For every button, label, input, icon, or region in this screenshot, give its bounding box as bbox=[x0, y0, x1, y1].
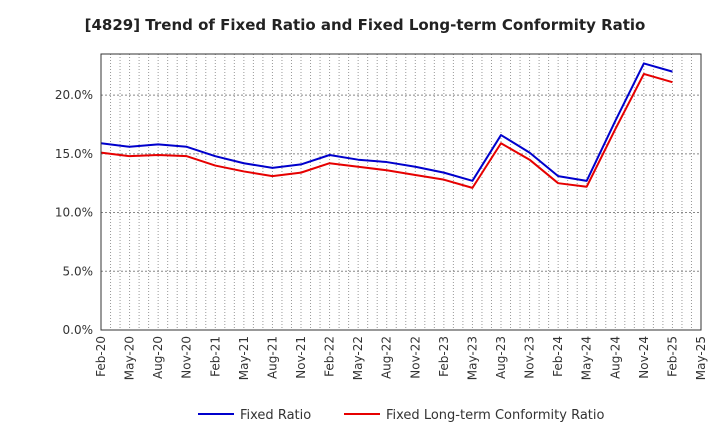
x-axis-ticks: Feb-20 May-20 Aug-20 Nov-20 Feb-21 May-21 Aug-… bbox=[94, 336, 708, 380]
legend: Fixed Ratio Fixed Long-term Conformity Ra… bbox=[198, 408, 605, 423]
x-tick-label: Feb-24 bbox=[551, 336, 565, 377]
x-tick-label: May-23 bbox=[465, 336, 479, 380]
y-tick-label: 0.0% bbox=[63, 323, 94, 337]
x-tick-label: Nov-24 bbox=[637, 336, 651, 379]
legend-label: Fixed Long-term Conformity Ratio bbox=[386, 408, 605, 423]
x-tick-label: Nov-23 bbox=[523, 336, 537, 379]
y-tick-label: 15.0% bbox=[55, 147, 93, 161]
x-tick-label: Nov-21 bbox=[294, 336, 308, 379]
x-tick-label: May-21 bbox=[237, 336, 251, 380]
y-axis-ticks: 0.0% 5.0% 10.0% 15.0% 20.0% bbox=[55, 88, 93, 337]
legend-label: Fixed Ratio bbox=[240, 408, 311, 423]
x-tick-label: Aug-23 bbox=[494, 336, 508, 379]
y-tick-label: 10.0% bbox=[55, 206, 93, 220]
x-tick-label: Aug-20 bbox=[151, 336, 165, 379]
x-tick-label: Feb-23 bbox=[437, 336, 451, 377]
x-tick-label: Feb-20 bbox=[94, 336, 108, 377]
x-tick-label: Feb-25 bbox=[665, 336, 679, 377]
series-lines bbox=[100, 62, 673, 189]
x-tick-label: Feb-22 bbox=[323, 336, 337, 377]
x-tick-label: May-24 bbox=[580, 336, 594, 380]
x-tick-label: Nov-20 bbox=[180, 336, 194, 379]
y-tick-label: 20.0% bbox=[55, 88, 93, 102]
x-tick-label: Aug-21 bbox=[265, 336, 279, 379]
grid bbox=[100, 54, 702, 331]
x-tick-label: Nov-22 bbox=[408, 336, 422, 379]
x-tick-label: May-22 bbox=[351, 336, 365, 380]
plot-area bbox=[101, 54, 701, 330]
series-line bbox=[100, 62, 673, 182]
plot-frame bbox=[100, 53, 702, 331]
x-tick-label: Aug-22 bbox=[380, 336, 394, 379]
series-line bbox=[100, 72, 673, 189]
x-tick-label: Aug-24 bbox=[608, 336, 622, 379]
y-tick-label: 5.0% bbox=[63, 264, 94, 278]
x-tick-label: May-25 bbox=[694, 336, 708, 380]
x-tick-label: Feb-21 bbox=[208, 336, 222, 377]
x-tick-label: May-20 bbox=[123, 336, 137, 380]
chart-title: [4829] Trend of Fixed Ratio and Fixed Lo… bbox=[85, 16, 646, 34]
